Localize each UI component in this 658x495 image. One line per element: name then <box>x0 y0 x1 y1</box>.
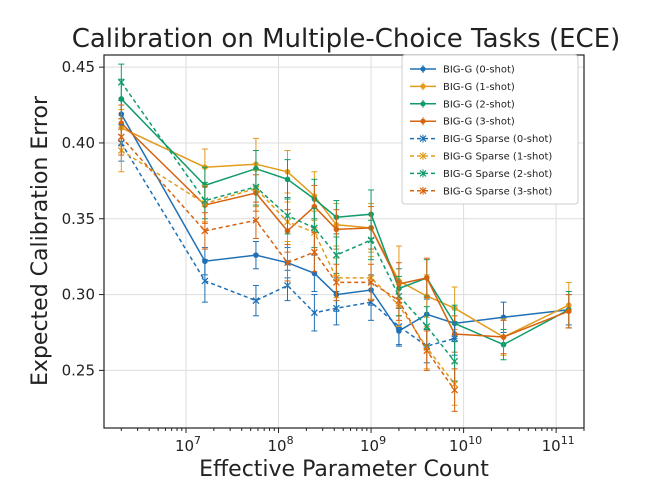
data-point <box>284 259 291 267</box>
legend-label: BIG-G (2-shot) <box>443 99 515 110</box>
data-point <box>332 251 340 259</box>
data-point <box>395 297 403 305</box>
series-group <box>117 63 459 382</box>
data-point <box>284 282 291 289</box>
data-point <box>284 212 291 220</box>
legend-item: BIG-G (1-shot) <box>410 82 515 93</box>
series-line <box>120 98 570 346</box>
legend-label: BIG-G (0-shot) <box>443 65 515 76</box>
data-point <box>201 277 209 285</box>
y-axis-label: Expected Calibration Error <box>28 95 53 386</box>
y-tick-label: 0.40 <box>62 134 95 152</box>
series-line <box>120 122 570 338</box>
data-point <box>117 133 125 141</box>
data-point <box>367 236 375 244</box>
data-point <box>423 347 431 355</box>
data-point <box>451 357 459 365</box>
legend-item: BIG-G (0-shot) <box>410 65 515 76</box>
data-point <box>423 275 430 281</box>
x-tick-label: 1011 <box>542 434 575 455</box>
legend-marker <box>419 169 427 177</box>
legend-marker <box>420 101 426 107</box>
legend-item: BIG-G Sparse (3-shot) <box>410 186 552 197</box>
legend-label: BIG-G Sparse (1-shot) <box>443 152 552 163</box>
legend-box <box>401 54 579 205</box>
x-tick-label: 109 <box>360 434 386 455</box>
legend-marker <box>419 152 427 160</box>
legend-item: BIG-G Sparse (1-shot) <box>410 152 552 163</box>
plot-frame <box>103 54 585 429</box>
series-line <box>120 149 456 385</box>
data-point <box>332 304 340 312</box>
x-axis-label: Effective Parameter Count <box>199 457 489 482</box>
legend: BIG-G (0-shot) BIG-G (1-shot) BIG-G (2-sho… <box>401 54 579 205</box>
legend-label: BIG-G (1-shot) <box>443 82 515 93</box>
plot-series <box>117 63 572 412</box>
legend-label: BIG-G Sparse (0-shot) <box>443 134 552 145</box>
data-point <box>367 278 375 286</box>
x-axis-ticks: 107 108 109 1010 1011 <box>120 428 585 455</box>
series-line <box>120 81 456 362</box>
data-point <box>451 386 459 394</box>
legend-label: BIG-G Sparse (2-shot) <box>443 169 552 180</box>
data-point <box>201 197 209 205</box>
legend-label: BIG-G Sparse (3-shot) <box>443 186 552 197</box>
legend-marker <box>420 66 426 72</box>
legend-item: BIG-G Sparse (0-shot) <box>410 134 552 145</box>
data-point <box>253 252 259 258</box>
data-point <box>252 183 260 191</box>
series-line <box>120 136 456 391</box>
data-point <box>252 216 260 224</box>
y-tick-label: 0.25 <box>62 361 95 379</box>
data-point <box>423 322 431 330</box>
data-point <box>332 278 340 286</box>
data-point <box>333 226 340 233</box>
series-line <box>120 127 570 338</box>
legend-marker <box>420 118 426 124</box>
y-tick-label: 0.45 <box>62 58 95 76</box>
data-point <box>117 78 125 86</box>
legend-item: BIG-G (2-shot) <box>410 99 515 110</box>
data-point <box>565 308 572 315</box>
legend-item: BIG-G (3-shot) <box>410 117 515 128</box>
legend-item: BIG-G Sparse (2-shot) <box>410 169 552 180</box>
legend-marker <box>419 187 427 195</box>
series-line <box>120 142 455 347</box>
data-point <box>500 334 507 340</box>
data-point <box>310 224 318 232</box>
legend-label: BIG-G (3-shot) <box>443 117 515 128</box>
series-line <box>120 113 569 333</box>
y-axis-ticks: 0.25 0.30 0.35 0.40 0.45 <box>62 58 104 379</box>
chart-title: Calibration on Multiple-Choice Tasks (EC… <box>72 24 621 54</box>
y-tick-label: 0.30 <box>62 286 95 304</box>
legend-marker <box>420 83 426 89</box>
legend-marker <box>419 135 427 143</box>
data-point <box>310 309 318 317</box>
grid-lines <box>104 55 584 428</box>
data-point <box>201 227 209 235</box>
data-point <box>451 335 459 343</box>
data-point <box>284 176 291 183</box>
series-group <box>117 118 459 412</box>
x-tick-label: 1010 <box>449 434 482 455</box>
x-tick-label: 108 <box>267 434 293 455</box>
y-tick-label: 0.35 <box>62 210 95 228</box>
data-point <box>252 297 260 305</box>
x-tick-label: 107 <box>175 434 201 455</box>
data-point <box>310 248 318 256</box>
